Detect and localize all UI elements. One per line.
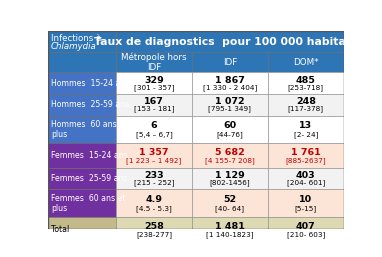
- Text: [5,4 – 6,7]: [5,4 – 6,7]: [136, 132, 172, 138]
- Bar: [116, 94, 192, 116]
- Text: [153 - 181]: [153 - 181]: [134, 106, 174, 113]
- Text: [301 - 357]: [301 - 357]: [134, 84, 174, 91]
- Text: Métropole hors
IDF: Métropole hors IDF: [121, 52, 187, 72]
- Text: 1 129: 1 129: [215, 171, 245, 180]
- Text: Femmes  15-24 ans: Femmes 15-24 ans: [51, 151, 128, 160]
- Text: [795-1 349]: [795-1 349]: [209, 106, 251, 113]
- Bar: [192, 217, 268, 242]
- Text: [40- 64]: [40- 64]: [215, 206, 244, 212]
- Text: [802-1456]: [802-1456]: [210, 180, 250, 186]
- Text: 403: 403: [296, 171, 316, 180]
- Bar: [48, 94, 116, 116]
- Bar: [116, 31, 344, 52]
- Bar: [268, 217, 344, 242]
- Text: [4.5 - 5.3]: [4.5 - 5.3]: [136, 206, 172, 212]
- Bar: [268, 94, 344, 116]
- Text: 60: 60: [223, 121, 236, 130]
- Text: [1 140-1823]: [1 140-1823]: [206, 231, 254, 238]
- Text: 13: 13: [299, 121, 312, 130]
- Bar: [268, 189, 344, 217]
- Text: [4 155-7 208]: [4 155-7 208]: [205, 157, 255, 164]
- Text: 258: 258: [144, 222, 164, 231]
- Text: 1 357: 1 357: [139, 148, 169, 157]
- Text: [1 330 - 2 404]: [1 330 - 2 404]: [203, 84, 257, 91]
- Text: Femmes  60 ans et
plus: Femmes 60 ans et plus: [51, 194, 125, 213]
- Text: 10: 10: [299, 195, 312, 204]
- Bar: [268, 168, 344, 189]
- Text: DOM*: DOM*: [293, 58, 319, 67]
- Text: Femmes  25-59 ans: Femmes 25-59 ans: [51, 174, 128, 183]
- Bar: [48, 31, 116, 52]
- Bar: [268, 72, 344, 94]
- Text: 5 682: 5 682: [215, 148, 245, 157]
- Bar: [192, 116, 268, 143]
- Text: [2- 24]: [2- 24]: [294, 132, 318, 138]
- Bar: [268, 116, 344, 143]
- Text: [885-2637]: [885-2637]: [285, 157, 326, 164]
- Text: Chlamydia: Chlamydia: [51, 42, 97, 51]
- Bar: [116, 72, 192, 94]
- Text: [204- 601]: [204- 601]: [287, 180, 325, 186]
- Text: IDF: IDF: [223, 58, 237, 67]
- Bar: [192, 72, 268, 94]
- Bar: [192, 168, 268, 189]
- Text: [215 - 252]: [215 - 252]: [134, 180, 174, 186]
- Text: 407: 407: [296, 222, 316, 231]
- Text: [210- 603]: [210- 603]: [287, 231, 325, 238]
- Bar: [192, 94, 268, 116]
- Text: 1 481: 1 481: [215, 222, 245, 231]
- Bar: [268, 143, 344, 168]
- Bar: [116, 217, 192, 242]
- Bar: [116, 52, 192, 72]
- Text: 485: 485: [296, 76, 316, 85]
- Bar: [116, 116, 192, 143]
- Text: Taux de diagnostics  pour 100 000 habitants: Taux de diagnostics pour 100 000 habitan…: [94, 36, 365, 47]
- Text: [253-718]: [253-718]: [288, 84, 324, 91]
- Text: 329: 329: [144, 76, 164, 85]
- Text: Hommes  25-59 ans: Hommes 25-59 ans: [51, 100, 129, 109]
- Text: [238-277]: [238-277]: [136, 231, 172, 238]
- Text: [5-15]: [5-15]: [295, 206, 317, 212]
- Bar: [116, 143, 192, 168]
- Text: 248: 248: [296, 97, 316, 106]
- Text: 6: 6: [151, 121, 157, 130]
- Text: 52: 52: [223, 195, 236, 204]
- Text: [44-76]: [44-76]: [217, 132, 243, 138]
- Bar: [268, 52, 344, 72]
- Text: 167: 167: [144, 97, 164, 106]
- Bar: [116, 189, 192, 217]
- Text: 1 761: 1 761: [291, 148, 321, 157]
- Text: 4.9: 4.9: [146, 195, 162, 204]
- Text: 1 867: 1 867: [215, 76, 245, 85]
- Text: Hommes  60 ans et
plus: Hommes 60 ans et plus: [51, 120, 127, 139]
- Bar: [48, 168, 116, 189]
- Bar: [192, 143, 268, 168]
- Bar: [48, 72, 116, 94]
- Text: [1 223 – 1 492]: [1 223 – 1 492]: [126, 157, 181, 164]
- Bar: [48, 143, 116, 168]
- Text: [117-378]: [117-378]: [288, 106, 324, 113]
- Text: 1 072: 1 072: [215, 97, 245, 106]
- Bar: [48, 116, 116, 143]
- Text: 233: 233: [144, 171, 164, 180]
- Bar: [192, 52, 268, 72]
- Bar: [192, 189, 268, 217]
- Text: Infections à: Infections à: [51, 34, 101, 43]
- Bar: [48, 217, 116, 242]
- Bar: [116, 168, 192, 189]
- Text: Hommes  15-24 ans: Hommes 15-24 ans: [51, 79, 129, 88]
- Text: Total: Total: [51, 225, 69, 234]
- Bar: [48, 189, 116, 217]
- Bar: [48, 52, 116, 72]
